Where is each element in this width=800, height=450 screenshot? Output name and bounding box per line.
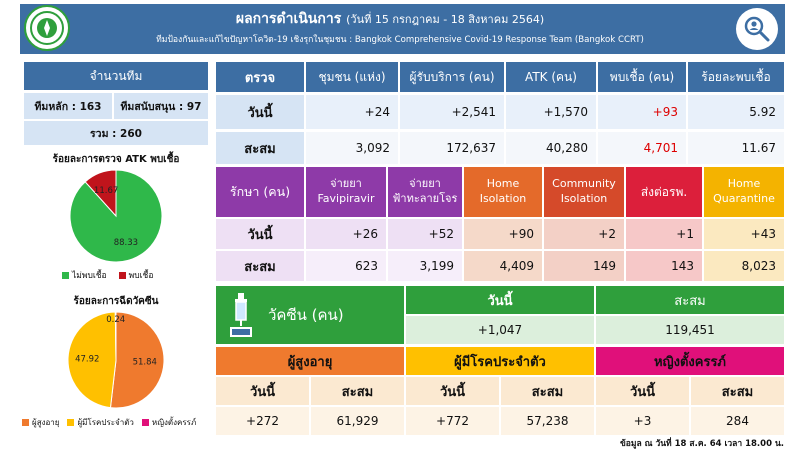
check-total-percent: 11.67	[688, 132, 784, 164]
vaccine-legend: ผู้สูงอายุ ผู้มีโรคประจำตัว หญิงตั้งครรภ…	[22, 416, 222, 429]
elderly-total-value: 61,929	[311, 407, 404, 435]
vac-legend-pregnant: หญิงตั้งครรภ์	[141, 416, 196, 429]
check-total-positive: 4,701	[598, 132, 686, 164]
pie-slice-pregnant	[114, 311, 117, 361]
data-timestamp: ข้อมูล ณ วันที่ 18 ส.ค. 64 เวลา 18.00 น.	[619, 439, 784, 449]
check-total-community: 3,092	[306, 132, 398, 164]
chronic-today-value: +772	[406, 407, 499, 435]
pie-label-pregnant: 0.24	[106, 315, 125, 325]
check-today-community: +24	[306, 95, 398, 129]
treat-header-community-isolation: Community Isolation	[544, 167, 624, 217]
check-header-5: ร้อยละพบเชื้อ	[688, 62, 784, 92]
pie-label-negative: 88.33	[114, 238, 138, 248]
teams-main: ทีมหลัก : 163	[24, 93, 112, 119]
check-today-atk: +1,570	[506, 95, 596, 129]
check-header-1: ชุมชน (แห่ง)	[306, 62, 398, 92]
pie-label-elderly: 51.84	[133, 358, 157, 368]
legend-swatch-elderly	[22, 419, 29, 426]
pie-slice-chronic	[67, 311, 117, 409]
treat-today-home-isolation: +90	[464, 219, 542, 249]
legend-swatch-negative	[62, 271, 69, 279]
treat-header-favipiravir: จ่ายยา Favipiravir	[306, 167, 386, 217]
treat-total-favipiravir: 623	[306, 251, 386, 281]
check-total-served: 172,637	[400, 132, 504, 164]
treat-today-label: วันนี้	[216, 219, 304, 249]
treat-today-quarantine: +43	[704, 219, 784, 249]
pie-label-chronic: 47.92	[75, 355, 99, 365]
vaccine-label-block: วัคซีน (คน)	[216, 286, 404, 344]
atk-legend: ไม่พบเชื้อ พบเชื้อ	[62, 268, 202, 282]
legend-swatch-positive	[118, 271, 126, 279]
atk-legend-positive: พบเชื้อ	[118, 268, 153, 282]
bma-logo	[24, 5, 70, 51]
check-header-4: พบเชื้อ (คน)	[598, 62, 686, 92]
pie-slice-positive	[84, 169, 117, 218]
vac-legend-elderly: ผู้สูงอายุ	[22, 416, 59, 429]
vaccine-today-header: วันนี้	[406, 286, 594, 314]
user-search-icon	[736, 8, 778, 50]
treat-header-herbal: จ่ายยา ฟ้าทะลายโจร	[388, 167, 462, 217]
vaccine-syringe-icon	[226, 291, 256, 339]
treat-header-home-quarantine: Home Quarantine	[704, 167, 784, 217]
header-subtitle: ทีมป้องกันและแก้ไขปัญหาโควิด-19 เชิงรุกใ…	[156, 35, 644, 45]
check-total-atk: 40,280	[506, 132, 596, 164]
legend-swatch-pregnant	[141, 419, 149, 426]
vaccine-pie-title: ร้อยละการฉีดวัคซีน	[73, 296, 159, 307]
treat-today-refer: +1	[626, 219, 702, 249]
treat-total-label: สะสม	[216, 251, 304, 281]
check-header-2: ผู้รับบริการ (คน)	[400, 62, 504, 92]
pregnant-total-label: สะสม	[691, 377, 784, 405]
vaccine-today-value: +1,047	[406, 316, 594, 344]
atk-pie-title: ร้อยละการตรวจ ATK พบเชื้อ	[52, 154, 180, 165]
vaccine-pie-chart: 51.84 47.92 0.24	[67, 311, 165, 409]
header-title: ผลการดำเนินการ	[235, 11, 342, 27]
vaccine-label: วัคซีน (คน)	[268, 306, 344, 324]
legend-swatch-chronic	[67, 419, 75, 426]
check-today-percent: 5.92	[688, 95, 784, 129]
treat-today-herbal: +52	[388, 219, 462, 249]
elderly-total-label: สะสม	[311, 377, 404, 405]
treat-total-community-isolation: 149	[544, 251, 624, 281]
elderly-today-label: วันนี้	[216, 377, 309, 405]
treat-total-home-isolation: 4,409	[464, 251, 542, 281]
elderly-today-value: +272	[216, 407, 309, 435]
vaccine-total-header: สะสม	[596, 286, 784, 314]
treat-total-herbal: 3,199	[388, 251, 462, 281]
chronic-total-value: 57,238	[501, 407, 594, 435]
pie-slice-elderly	[109, 311, 165, 409]
treat-total-quarantine: 8,023	[704, 251, 784, 281]
treat-header-label: รักษา (คน)	[216, 167, 304, 217]
pie-label-positive: 11.67	[94, 186, 118, 196]
pregnant-today-label: วันนี้	[596, 377, 689, 405]
vac-legend-chronic: ผู้มีโรคประจำตัว	[67, 416, 134, 429]
check-header-3: ATK (คน)	[506, 62, 596, 92]
vaccine-group-chronic: ผู้มีโรคประจำตัว	[406, 347, 594, 375]
teams-total: รวม : 260	[24, 121, 208, 145]
check-header-0: ตรวจ	[216, 62, 304, 92]
pregnant-today-value: +3	[596, 407, 689, 435]
vaccine-group-elderly: ผู้สูงอายุ	[216, 347, 404, 375]
atk-legend-negative: ไม่พบเชื้อ	[62, 268, 107, 282]
pregnant-total-value: 284	[691, 407, 784, 435]
check-today-positive: +93	[598, 95, 686, 129]
header-date-range: (วันที่ 15 กรกฎาคม - 18 สิงหาคม 2564)	[346, 13, 545, 26]
treat-header-refer-hospital: ส่งต่อรพ.	[626, 167, 702, 217]
header-bar	[20, 4, 785, 54]
treat-today-community-isolation: +2	[544, 219, 624, 249]
teams-support: ทีมสนับสนุน : 97	[114, 93, 208, 119]
check-today-served: +2,541	[400, 95, 504, 129]
chronic-total-label: สะสม	[501, 377, 594, 405]
teams-title: จำนวนทีม	[24, 62, 208, 90]
check-total-label: สะสม	[216, 132, 304, 164]
vaccine-group-pregnant: หญิงตั้งครรภ์	[596, 347, 784, 375]
atk-pie-chart: 88.33 11.67	[69, 169, 163, 263]
vaccine-total-value: 119,451	[596, 316, 784, 344]
header-title-line: ผลการดำเนินการ (วันที่ 15 กรกฎาคม - 18 ส…	[80, 8, 700, 28]
treat-header-home-isolation: Home Isolation	[464, 167, 542, 217]
treat-total-refer: 143	[626, 251, 702, 281]
chronic-today-label: วันนี้	[406, 377, 499, 405]
treat-today-favipiravir: +26	[306, 219, 386, 249]
check-today-label: วันนี้	[216, 95, 304, 129]
